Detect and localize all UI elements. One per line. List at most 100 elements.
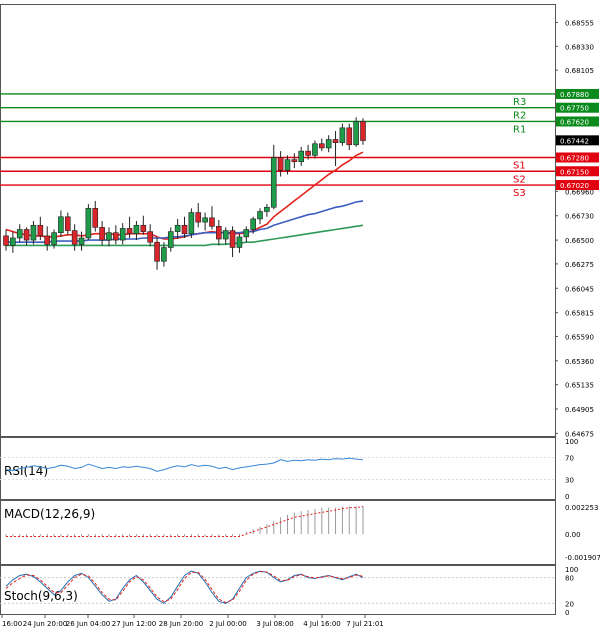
candle bbox=[291, 153, 298, 169]
candle bbox=[332, 131, 339, 166]
candle-body bbox=[92, 208, 99, 228]
level-tag-r1 bbox=[556, 116, 599, 127]
candle-body bbox=[188, 212, 195, 235]
time-tick-label: 27 Jun 12:00 bbox=[112, 620, 156, 628]
level-name-r1: R1 bbox=[513, 124, 526, 135]
candle-body bbox=[64, 216, 71, 231]
candle bbox=[64, 212, 71, 235]
rsi-title: RSI(14) bbox=[4, 464, 48, 478]
candle-body bbox=[51, 232, 57, 245]
candle bbox=[126, 216, 133, 238]
candle-body bbox=[147, 231, 153, 243]
price-tick-label: 0.64675 bbox=[565, 430, 594, 438]
candle-body bbox=[71, 230, 78, 245]
rsi-tick-label: 100 bbox=[565, 438, 578, 446]
candle bbox=[113, 225, 119, 245]
price-tick-label: 0.66730 bbox=[565, 213, 594, 221]
candle bbox=[257, 208, 263, 225]
candle-body bbox=[298, 150, 305, 163]
rsi-tick-label: 0 bbox=[565, 493, 569, 501]
time-tick-label: 26 Jun 04:00 bbox=[66, 620, 110, 628]
candle bbox=[229, 226, 236, 258]
candle bbox=[250, 216, 256, 234]
candle-body bbox=[44, 235, 50, 245]
macd-tick-label: 0.002253 bbox=[565, 504, 598, 512]
candle bbox=[37, 216, 44, 241]
level-name-r3: R3 bbox=[513, 97, 526, 108]
candle-body bbox=[346, 127, 353, 146]
candle bbox=[147, 224, 153, 247]
rsi-panel: RSI(14) 100 70 30 0 bbox=[0, 438, 578, 501]
price-tick-label: 0.66045 bbox=[565, 285, 594, 293]
level-tag-s1 bbox=[556, 152, 599, 163]
macd-panel: MACD(12,26,9) 0.002253 0.00 -0.001907 bbox=[4, 504, 600, 562]
candle bbox=[284, 155, 291, 175]
stoch-tick-label: 80 bbox=[565, 575, 574, 583]
candle-body bbox=[113, 232, 119, 241]
candle-body bbox=[106, 232, 112, 241]
candle bbox=[181, 216, 188, 238]
candle-body bbox=[353, 121, 359, 146]
level-tag-r3 bbox=[556, 88, 599, 99]
candle-body bbox=[126, 228, 133, 235]
candle-body bbox=[243, 229, 250, 238]
candle-body bbox=[209, 217, 215, 227]
candle-body bbox=[360, 121, 366, 141]
macd-title: MACD(12,26,9) bbox=[4, 507, 95, 521]
candlesticks bbox=[3, 117, 366, 270]
candle-body bbox=[312, 143, 318, 156]
level-tag-label: 0.67150 bbox=[560, 168, 589, 176]
candle-body bbox=[99, 227, 105, 241]
candle bbox=[243, 226, 250, 243]
candle-body bbox=[291, 159, 298, 163]
level-tag-label: 0.67750 bbox=[560, 105, 589, 113]
candle-body bbox=[277, 157, 284, 171]
price-tick-label: 0.65360 bbox=[565, 358, 594, 366]
candle-body bbox=[3, 235, 9, 246]
candle-body bbox=[257, 211, 263, 220]
candle-body bbox=[161, 247, 167, 262]
current-price-tag bbox=[556, 135, 599, 146]
candle-body bbox=[140, 224, 147, 232]
macd-tick-label: 0.00 bbox=[565, 531, 581, 539]
level-name-s2: S2 bbox=[513, 174, 526, 185]
stoch-tick-label: 20 bbox=[565, 600, 574, 608]
stoch-title: Stoch(9,6,3) bbox=[4, 589, 78, 603]
level-tag-s2 bbox=[556, 166, 599, 177]
candle bbox=[154, 237, 160, 270]
candle bbox=[222, 227, 229, 245]
candle bbox=[10, 231, 16, 253]
candle bbox=[312, 140, 318, 159]
candle-body bbox=[339, 127, 346, 143]
price-tick-label: 0.66275 bbox=[565, 261, 594, 269]
candle-body bbox=[167, 231, 174, 248]
candle bbox=[298, 146, 305, 166]
candle-body bbox=[23, 229, 30, 241]
candle-body bbox=[305, 150, 311, 156]
time-tick-label: 3 Jul 08:00 bbox=[256, 620, 294, 628]
rsi-panel-frame bbox=[0, 437, 556, 500]
candle bbox=[202, 212, 208, 231]
price-tick-label: 0.66960 bbox=[565, 188, 594, 196]
price-tick-label: 0.64905 bbox=[565, 406, 594, 414]
level-price-tags: 0.67880 0.67750 0.67620 0.67280 0.67150 0.670… bbox=[556, 88, 599, 191]
candle bbox=[195, 203, 202, 228]
level-name-s3: S3 bbox=[513, 188, 526, 199]
candle bbox=[270, 144, 277, 210]
candle bbox=[140, 215, 147, 235]
support-resistance-levels: R3 R2 R1 S1 S2 S3 bbox=[0, 93, 555, 199]
candle-body bbox=[202, 217, 208, 223]
candle-body bbox=[229, 230, 236, 248]
candle bbox=[3, 229, 9, 251]
ma-line-ma-slow bbox=[6, 224, 364, 247]
candle-body bbox=[264, 206, 270, 212]
macd-panel-frame bbox=[0, 500, 556, 565]
level-tag-s3 bbox=[556, 180, 599, 191]
candle bbox=[78, 231, 85, 251]
candle bbox=[346, 123, 353, 151]
candle bbox=[264, 204, 270, 217]
candle-body bbox=[195, 212, 202, 223]
